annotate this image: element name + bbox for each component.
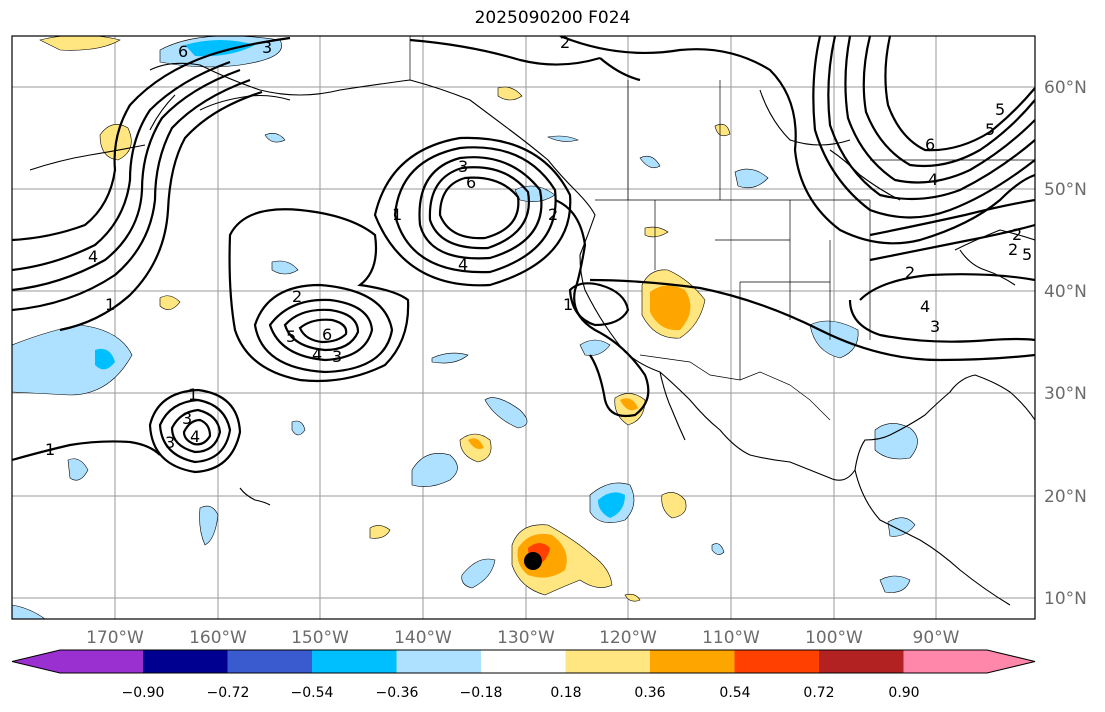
colorbar-tick-label: −0.36 [376, 685, 419, 701]
colorbar-tick-label: 0.18 [550, 685, 581, 701]
lat-label: 60°N [1044, 78, 1087, 98]
contour-label: 4 [88, 247, 98, 266]
lon-label: 100°W [805, 628, 863, 648]
colorbar-tick-label: −0.72 [207, 685, 250, 701]
contour-label: 5 [995, 100, 1005, 119]
lon-label: 170°W [86, 628, 144, 648]
contour-label: 1 [188, 385, 198, 404]
lat-label: 50°N [1044, 180, 1087, 200]
map-frame [11, 35, 1036, 620]
contour-label: 2 [292, 287, 302, 306]
lat-label: 40°N [1044, 282, 1087, 302]
contour-label: 2 [1012, 225, 1022, 244]
contour-label: 6 [925, 135, 935, 154]
contour-label: 2 [560, 33, 570, 52]
longitude-labels: 170°W 160°W 150°W 140°W 130°W 120°W 110°… [86, 628, 960, 648]
contour-label: 4 [458, 255, 468, 274]
colorbar-segment [819, 650, 904, 673]
colorbar-segment [60, 650, 143, 673]
lon-label: 140°W [394, 628, 452, 648]
contour-label: 3 [262, 38, 272, 57]
contour-label: 1 [45, 440, 55, 459]
colorbar-segment [734, 650, 820, 673]
colorbar-tick-label: −0.54 [291, 685, 334, 701]
lon-label: 120°W [599, 628, 657, 648]
contour-label: 4 [928, 170, 938, 189]
storm-center-marker [524, 552, 542, 570]
contour-label: 3 [332, 347, 342, 366]
lat-label: 20°N [1044, 487, 1087, 507]
contour-label: 6 [322, 325, 332, 344]
lon-label: 130°W [497, 628, 555, 648]
contour-label: 2 [1008, 240, 1018, 259]
lon-label: 90°W [913, 628, 960, 648]
contour-label: 3 [930, 317, 940, 336]
contour-label: 4 [920, 297, 930, 316]
colorbar-segment [903, 650, 987, 673]
colorbar-tick-label: −0.90 [122, 685, 165, 701]
colorbar-outline [11, 649, 1036, 674]
contour-label: 3 [182, 409, 192, 428]
contour-label: 4 [312, 345, 322, 364]
contour-label: 6 [178, 42, 188, 61]
colorbar-segment [650, 650, 735, 673]
contour-label: 5 [1022, 245, 1032, 264]
latitude-labels: 60°N 50°N 40°N 30°N 20°N 10°N [1044, 78, 1087, 609]
colorbar-tick-label: −0.18 [460, 685, 503, 701]
map-title: 2025090200 F024 [474, 8, 631, 28]
colorbar-tick-label: 0.90 [888, 685, 919, 701]
colorbar-segment [396, 650, 482, 673]
colorbar-tick-label: 0.36 [634, 685, 665, 701]
colorbar-segment [143, 650, 228, 673]
contour-label: 5 [985, 120, 995, 139]
colorbar [11, 649, 1036, 674]
contour-label: 1 [563, 295, 573, 314]
contour-label: 3 [458, 157, 468, 176]
colorbar-segment [481, 650, 566, 673]
colorbar-tick-labels: −0.90 −0.72 −0.54 −0.36 −0.18 0.18 0.36 … [122, 685, 920, 701]
colorbar-segment [565, 650, 651, 673]
graticule [12, 36, 1035, 619]
contour-label: 2 [548, 205, 558, 224]
lon-label: 150°W [291, 628, 349, 648]
lon-label: 110°W [702, 628, 760, 648]
contour-label: 6 [466, 173, 476, 192]
contour-label: 3 [165, 433, 175, 452]
contour-label: 5 [286, 327, 296, 346]
contour-label: 4 [190, 427, 200, 446]
colorbar-tick-label: 0.54 [719, 685, 750, 701]
colorbar-segment [227, 650, 313, 673]
colorbar-tick-label: 0.72 [803, 685, 834, 701]
colorbar-segment [312, 650, 397, 673]
lat-label: 10°N [1044, 589, 1087, 609]
contour-label: 2 [905, 263, 915, 282]
lon-label: 160°W [189, 628, 247, 648]
borders [409, 36, 1035, 421]
contour-label: 1 [105, 295, 115, 314]
contour-label: 1 [392, 205, 402, 224]
colorbar-extension-right [987, 650, 1035, 673]
contour-lines [12, 36, 1035, 474]
lat-label: 30°N [1044, 384, 1087, 404]
colorbar-extension-left [12, 650, 60, 673]
contour-labels: 6 3 2 4 1 3 6 4 1 2 2 3 5 6 4 3 1 3 4 1 … [45, 33, 1032, 459]
